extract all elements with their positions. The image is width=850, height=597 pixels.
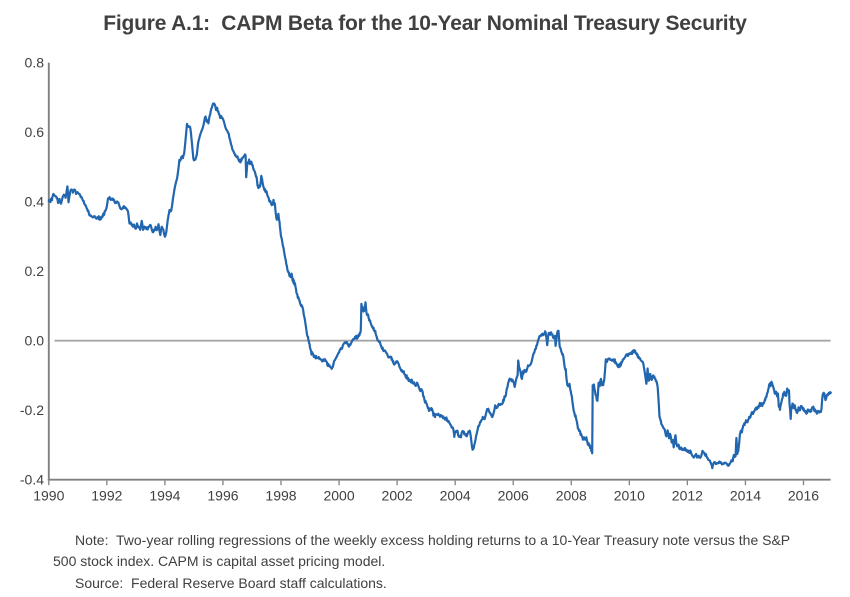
source-text-line: Source: Federal Reserve Board staff calc…	[75, 574, 387, 591]
x-tick-label: 1994	[149, 488, 180, 504]
x-tick-label: 2016	[788, 488, 819, 504]
note-text-line-1: Note: Two-year rolling regressions of th…	[75, 531, 791, 548]
y-tick-label: 0.0	[25, 333, 45, 349]
y-tick-label: 0.6	[25, 124, 45, 140]
x-tick-label: 2014	[730, 488, 761, 504]
x-tick-label: 2002	[382, 488, 413, 504]
chart-title: Figure A.1: CAPM Beta for the 10-Year No…	[103, 12, 747, 35]
beta-series-line	[47, 102, 832, 470]
x-tick-label: 2004	[440, 488, 471, 504]
note-text-line-2: 500 stock index. CAPM is capital asset p…	[53, 553, 386, 569]
x-tick-label: 2000	[323, 488, 354, 504]
x-tick-label: 1992	[91, 488, 122, 504]
y-tick-label: -0.4	[20, 472, 44, 488]
x-tick-label: 1996	[207, 488, 238, 504]
y-tick-label: 0.4	[25, 194, 45, 210]
x-tick-label: 1998	[265, 488, 296, 504]
x-tick-label: 2006	[498, 488, 529, 504]
y-tick-label: -0.2	[20, 402, 44, 418]
y-tick-label: 0.8	[25, 55, 45, 71]
x-tick-label: 2008	[556, 488, 587, 504]
x-tick-label: 2010	[614, 488, 645, 504]
x-tick-label: 2012	[672, 488, 703, 504]
y-tick-label: 0.2	[25, 263, 45, 279]
x-tick-label: 1990	[33, 488, 64, 504]
